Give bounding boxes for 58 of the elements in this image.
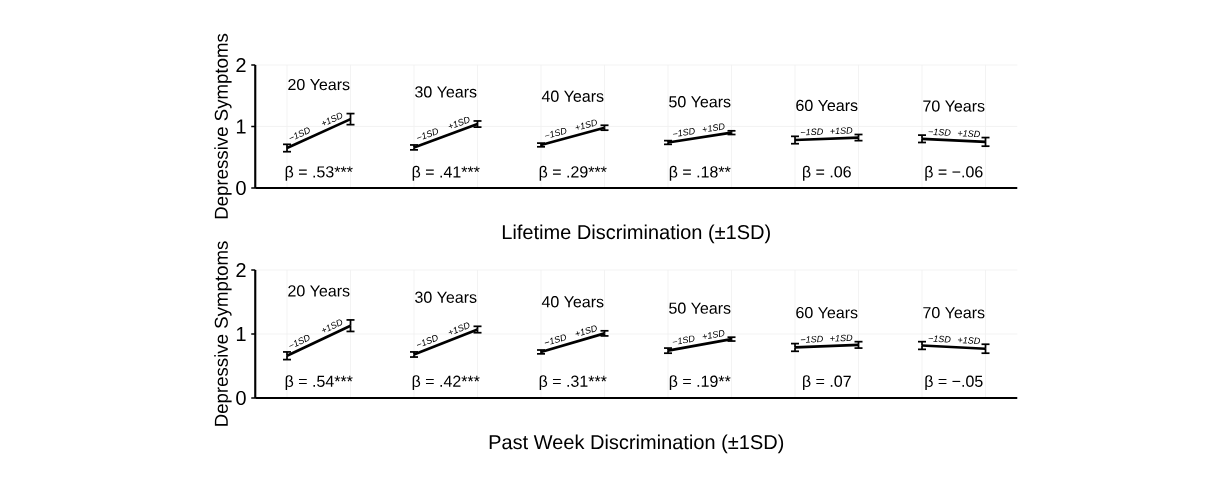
annotation: −1SD: [672, 335, 695, 345]
annotation: −1SD: [544, 127, 567, 138]
annotation: −1SD: [928, 128, 951, 136]
annotation: −1SD: [928, 335, 951, 343]
series-label: 30 Years: [415, 291, 477, 303]
annotation: β = .53***: [285, 165, 353, 181]
series-label: 30 Years: [415, 86, 477, 98]
annotation: +1SD: [448, 322, 470, 335]
annotation: −1SD: [800, 335, 823, 343]
annotation: +1SD: [957, 130, 981, 138]
x-axis-title: Past Week Discrimination (±1SD): [489, 434, 784, 454]
series-label: 60 Years: [796, 306, 858, 319]
annotation: +1SD: [702, 330, 725, 339]
annotation: +1SD: [830, 334, 853, 342]
annotation: +1SD: [830, 127, 853, 135]
annotation: −1SD: [672, 128, 695, 137]
y-tick-label: 0: [236, 390, 246, 406]
annotation: −1SD: [289, 127, 310, 140]
annotation: β = .41***: [412, 165, 480, 181]
series-label: 50 Years: [669, 96, 731, 108]
series-label: 20 Years: [288, 285, 350, 297]
annotation: β = −.06: [925, 165, 983, 181]
y-tick-label: 2: [236, 58, 246, 72]
annotation: +1SD: [702, 123, 725, 132]
annotation: β = .07: [803, 375, 851, 391]
annotation: +1SD: [575, 325, 597, 336]
annotation: +1SD: [957, 337, 981, 344]
series-label: 60 Years: [796, 99, 858, 112]
y-tick-label: 2: [236, 263, 246, 277]
series-label: 70 Years: [923, 100, 985, 112]
annotation: β = .31***: [539, 375, 607, 391]
annotation: +1SD: [448, 116, 470, 129]
y-tick-label: 0: [236, 180, 246, 196]
annotation: β = .29***: [539, 165, 607, 181]
annotation: −1SD: [544, 334, 567, 345]
annotation: β = .06: [803, 165, 851, 181]
series-label: 20 Years: [288, 78, 350, 91]
annotation: −1SD: [289, 334, 310, 348]
series-label: 40 Years: [541, 296, 604, 308]
y-tick-label: 1: [236, 119, 246, 134]
annotation: −1SD: [416, 335, 438, 347]
y-tick-label: 1: [236, 327, 246, 341]
annotation: β = −.05: [925, 375, 983, 391]
y-axis-title: Depressive Symptoms: [214, 33, 232, 219]
annotation: β = .54***: [285, 375, 353, 391]
annotation: β = .18**: [669, 165, 731, 181]
annotation: β = .19**: [669, 375, 731, 391]
series-label: 40 Years: [541, 90, 604, 102]
annotation: β = .42***: [412, 375, 480, 391]
y-axis-title: Depressive Symptoms: [214, 241, 232, 426]
series-label: 50 Years: [669, 302, 731, 314]
annotation: −1SD: [800, 128, 823, 136]
annotation: +1SD: [321, 112, 343, 126]
series-label: 70 Years: [923, 306, 985, 319]
x-axis-title: Lifetime Discrimination (±1SD): [502, 224, 770, 244]
annotation: −1SD: [417, 128, 439, 140]
annotation: +1SD: [575, 119, 597, 130]
annotation: +1SD: [321, 319, 343, 333]
